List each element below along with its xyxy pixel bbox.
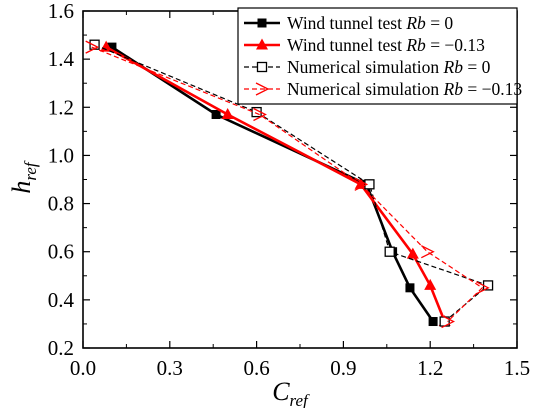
- y-tick-label: 1.0: [48, 143, 74, 167]
- x-axis-title: Cref: [272, 377, 310, 408]
- filled-triangle-marker: [406, 247, 419, 259]
- filled-triangle-marker: [424, 278, 437, 290]
- legend-label: Numerical simulation Rb = −0.13: [287, 79, 522, 99]
- y-tick-label: 1.2: [48, 95, 74, 119]
- open-square-marker: [384, 246, 395, 257]
- y-tick-label: 1.6: [48, 0, 74, 23]
- filled-triangle-marker: [256, 38, 268, 50]
- open-arrow-marker: [85, 40, 100, 54]
- legend-label: Numerical simulation Rb = 0: [287, 57, 491, 77]
- open-arrow-marker: [441, 314, 456, 329]
- x-axis-title-main: C: [272, 377, 290, 406]
- x-tick-label: 0.9: [330, 356, 356, 380]
- series-line: [94, 44, 490, 322]
- open-arrow-marker: [253, 107, 267, 122]
- x-tick-label: 1.5: [504, 356, 530, 380]
- open-square-marker: [256, 61, 268, 73]
- legend-label: Wind tunnel test Rb = 0: [287, 13, 453, 33]
- filled-square-marker: [428, 317, 438, 327]
- legend-label: Wind tunnel test Rb = −0.13: [287, 35, 485, 55]
- open-arrow-marker: [475, 281, 490, 295]
- y-tick-label: 0.8: [48, 192, 74, 216]
- filled-square-marker: [107, 42, 117, 52]
- open-arrow-marker: [255, 82, 270, 96]
- x-tick-label: 0.3: [157, 356, 183, 380]
- filled-square-marker: [211, 110, 221, 120]
- filled-triangle-marker: [221, 108, 234, 120]
- open-arrow-marker: [354, 177, 369, 191]
- y-tick-label: 0.2: [48, 336, 74, 360]
- open-square-marker: [364, 179, 375, 190]
- x-tick-label: 0.6: [243, 356, 269, 380]
- x-axis-title-sub: ref: [290, 391, 311, 408]
- filled-square-marker: [405, 283, 415, 293]
- series-4: [85, 40, 490, 329]
- x-tick-label: 0.0: [70, 356, 96, 380]
- y-axis-title-main: h: [7, 181, 36, 194]
- open-arrow-marker: [421, 245, 435, 259]
- y-tick-label: 0.6: [48, 240, 74, 264]
- y-axis-title: href: [7, 160, 40, 194]
- y-axis-title-sub: ref: [21, 160, 40, 181]
- series-layer: [85, 39, 494, 329]
- y-tick-label: 1.4: [48, 47, 75, 71]
- legend-box: [237, 7, 518, 105]
- x-tick-label: 1.2: [417, 356, 443, 380]
- y-tick-label: 0.4: [48, 288, 75, 312]
- series-line: [105, 45, 446, 323]
- filled-square-marker: [257, 18, 267, 28]
